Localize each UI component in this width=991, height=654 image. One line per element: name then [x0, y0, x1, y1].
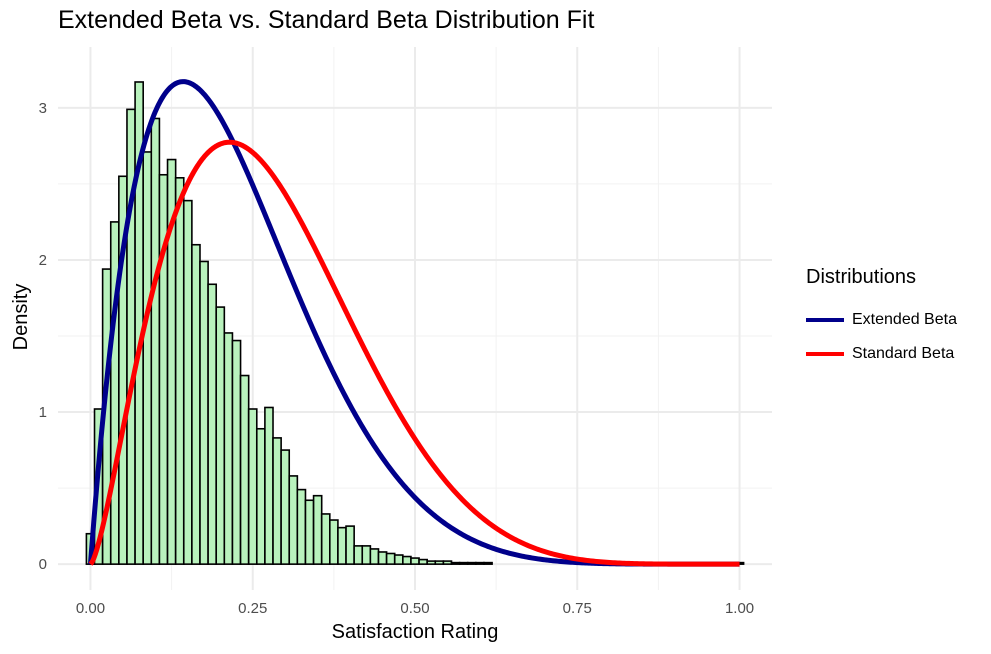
x-tick-label: 1.00	[725, 600, 754, 617]
histogram-bar	[466, 561, 477, 565]
histogram-bar	[426, 560, 437, 565]
histogram-bar	[353, 545, 364, 565]
histogram-bar	[361, 545, 372, 565]
legend-title: Distributions	[806, 266, 917, 288]
y-tick-label: 0	[39, 556, 47, 573]
histogram-bar	[223, 332, 234, 565]
histogram-bar	[434, 560, 445, 565]
histogram-bar	[174, 177, 185, 565]
histogram-bar	[475, 561, 485, 565]
histogram-bar	[272, 437, 282, 565]
legend-item-extended-beta: Extended Beta	[806, 303, 957, 337]
y-tick-label: 3	[39, 100, 47, 117]
histogram-bar	[312, 494, 323, 565]
histogram-bar	[410, 557, 420, 565]
histogram-bar	[320, 513, 331, 565]
y-axis-label: Density	[10, 284, 32, 351]
histogram-bar	[239, 374, 250, 565]
histogram-bar	[402, 555, 412, 565]
legend-key-extended-beta	[806, 318, 844, 322]
histogram-bar	[207, 283, 218, 565]
histogram-bar	[442, 560, 453, 565]
histogram-bar	[264, 406, 274, 565]
histogram-bar	[247, 408, 258, 565]
histogram-bar	[345, 525, 355, 565]
x-tick-label: 0.00	[76, 600, 105, 617]
x-axis-ticks: 0.00 0.25 0.50 0.75 1.00	[76, 600, 754, 617]
histogram-bar	[255, 427, 266, 565]
x-tick-label: 0.50	[400, 600, 429, 617]
histogram-bar	[329, 519, 339, 565]
curve-standard-beta	[88, 139, 741, 567]
histogram-bar	[418, 558, 428, 565]
histogram-bar	[288, 475, 299, 565]
histogram-bar	[215, 306, 226, 565]
histogram-bar	[450, 561, 461, 565]
histogram-bar	[304, 499, 315, 565]
x-axis-label: Satisfaction Rating	[332, 621, 499, 643]
legend: Distributions Extended Beta Standard Bet…	[806, 266, 957, 371]
histogram-bar	[458, 561, 469, 565]
legend-label-extended-beta: Extended Beta	[852, 311, 957, 328]
y-tick-label: 2	[39, 252, 47, 269]
legend-key-standard-beta	[806, 352, 844, 356]
histogram-bar	[296, 488, 307, 565]
histogram-bar	[369, 548, 380, 565]
histogram-bar	[191, 243, 201, 565]
histogram-bar	[150, 117, 161, 565]
histogram-bar	[483, 561, 493, 565]
histogram-bar	[393, 554, 404, 565]
density-curves	[87, 79, 741, 567]
histogram-bar	[182, 199, 193, 565]
histogram-bars	[85, 81, 745, 565]
histogram-bar	[142, 151, 153, 565]
histogram-bar	[385, 552, 396, 565]
legend-label-standard-beta: Standard Beta	[852, 345, 955, 362]
chart-title: Extended Beta vs. Standard Beta Distribu…	[58, 6, 595, 34]
histogram-bar	[280, 449, 291, 565]
legend-item-standard-beta: Standard Beta	[806, 337, 957, 371]
y-tick-label: 1	[39, 404, 47, 421]
histogram-bar	[199, 260, 209, 565]
x-tick-label: 0.25	[238, 600, 267, 617]
histogram-bar	[337, 526, 347, 565]
histogram-bar	[231, 339, 242, 565]
histogram-bar	[377, 551, 388, 565]
x-tick-label: 0.75	[563, 600, 592, 617]
y-axis-ticks: 0 1 2 3	[39, 100, 47, 573]
